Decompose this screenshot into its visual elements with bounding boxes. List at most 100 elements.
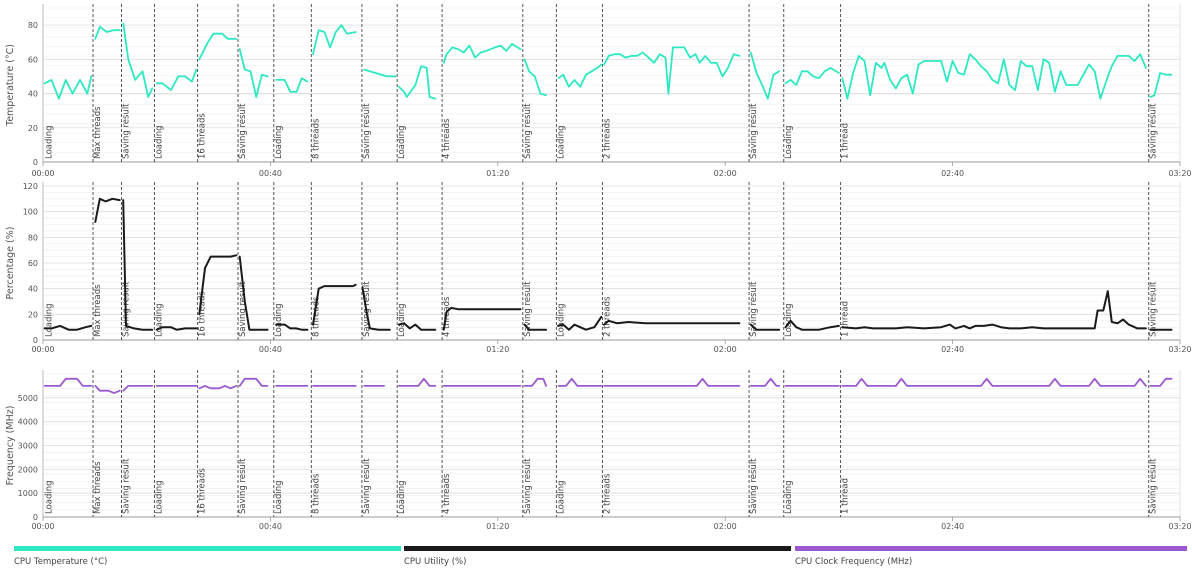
y-tick-label: 0 — [33, 158, 38, 167]
phase-label: 8 threads — [311, 473, 321, 514]
series-line-segment — [1149, 377, 1173, 387]
series-line-segment — [557, 63, 603, 88]
x-tick-label: 00:00 — [31, 169, 54, 178]
y-axis-label: Percentage (%) — [5, 227, 16, 300]
x-tick-label: 01:20 — [486, 522, 509, 531]
x-tick-label: 00:40 — [259, 345, 282, 354]
series-line-segment — [238, 377, 269, 387]
y-tick-label: 80 — [28, 233, 38, 242]
phase-label: Max threads — [93, 106, 103, 159]
series-line-segment — [94, 25, 121, 40]
phase-label: Loading — [784, 303, 794, 337]
phase-label: 16 threads — [198, 468, 208, 514]
y-axis-label: Frequency (MHz) — [5, 406, 16, 486]
series-line-segment — [841, 290, 1147, 330]
phase-label: Saving result — [238, 458, 248, 514]
legend-swatch — [404, 546, 791, 551]
series-line-segment — [155, 68, 198, 91]
series-line-segment — [557, 315, 603, 331]
series-line-segment — [122, 385, 154, 392]
phase-label: Loading — [154, 125, 164, 159]
phase-label: Loading — [397, 303, 407, 337]
x-tick-label: 03:20 — [1168, 345, 1191, 354]
y-tick-label: 80 — [28, 21, 38, 30]
phase-label: Loading — [274, 480, 284, 514]
phase-label: Saving result — [1149, 281, 1159, 337]
series-line-segment — [603, 319, 741, 326]
x-tick-label: 00:40 — [259, 522, 282, 531]
x-tick-label: 02:40 — [941, 169, 964, 178]
series-line-segment — [94, 385, 121, 394]
series-line-segment — [557, 377, 603, 387]
x-tick-label: 02:40 — [941, 522, 964, 531]
series-line-segment — [749, 51, 781, 100]
series-line-segment — [122, 199, 154, 331]
phase-label: 2 threads — [602, 473, 612, 514]
series-line-segment — [442, 43, 522, 64]
series-line-segment — [398, 377, 437, 387]
phase-label: Saving result — [121, 458, 131, 514]
series-line-segment — [523, 58, 547, 97]
series-line-segment — [749, 377, 781, 387]
phase-label: Saving result — [362, 103, 372, 159]
series-line-segment — [198, 32, 238, 61]
y-tick-label: 0 — [33, 513, 38, 522]
series-line-segment — [198, 254, 238, 316]
y-tick-label: 40 — [28, 90, 38, 99]
phase-label: Loading — [556, 480, 566, 514]
phase-label: 2 threads — [602, 118, 612, 159]
phase-label: 1 thread — [841, 301, 851, 337]
phase-label: 2 threads — [602, 296, 612, 337]
series-line-segment — [841, 377, 1147, 387]
phase-label: Loading — [274, 125, 284, 159]
x-tick-label: 02:00 — [714, 169, 737, 178]
phase-label: Loading — [45, 480, 55, 514]
y-tick-label: 60 — [28, 55, 38, 64]
x-tick-label: 00:00 — [31, 345, 54, 354]
x-tick-label: 00:00 — [31, 522, 54, 531]
series-line-segment — [442, 306, 522, 331]
phase-label: Max threads — [93, 284, 103, 337]
phase-label: Loading — [154, 480, 164, 514]
series-line-segment — [198, 385, 238, 390]
series-line-segment — [1149, 72, 1173, 98]
phase-label: Saving result — [749, 458, 759, 514]
phase-label: Saving result — [749, 103, 759, 159]
phase-label: Saving result — [362, 458, 372, 514]
phase-label: Saving result — [238, 281, 248, 337]
x-tick-label: 01:20 — [486, 169, 509, 178]
y-axis-label: Temperature (°C) — [5, 44, 16, 127]
phase-label: Saving result — [1149, 103, 1159, 159]
x-tick-label: 00:40 — [259, 169, 282, 178]
phase-label: Max threads — [93, 461, 103, 514]
phase-label: Loading — [45, 125, 55, 159]
series-line-segment — [398, 65, 437, 100]
series-line-segment — [841, 53, 1147, 100]
series-line-segment — [155, 326, 198, 331]
series-line-segment — [749, 323, 781, 331]
phase-label: 16 threads — [198, 291, 208, 337]
phase-label: Saving result — [121, 103, 131, 159]
series-line-segment — [397, 322, 437, 331]
y-tick-label: 3000 — [18, 442, 38, 451]
legend-swatch — [795, 546, 1187, 551]
series-line-segment — [275, 323, 309, 331]
series-line-segment — [122, 22, 154, 98]
legend-swatch — [14, 546, 401, 551]
y-tick-label: 100 — [23, 208, 38, 217]
phase-label: 4 threads — [442, 118, 452, 159]
x-tick-label: 02:40 — [941, 345, 964, 354]
series-line-segment — [523, 323, 548, 331]
series-line-segment — [361, 286, 391, 331]
x-tick-label: 03:20 — [1168, 522, 1191, 531]
y-tick-label: 120 — [23, 182, 38, 191]
phase-label: Loading — [556, 303, 566, 337]
legend-label: CPU Temperature (°C) — [14, 557, 107, 567]
series-line-segment — [94, 197, 121, 223]
series-line-segment — [238, 48, 269, 98]
series-line-segment — [363, 68, 397, 78]
series-line-segment — [43, 324, 93, 331]
